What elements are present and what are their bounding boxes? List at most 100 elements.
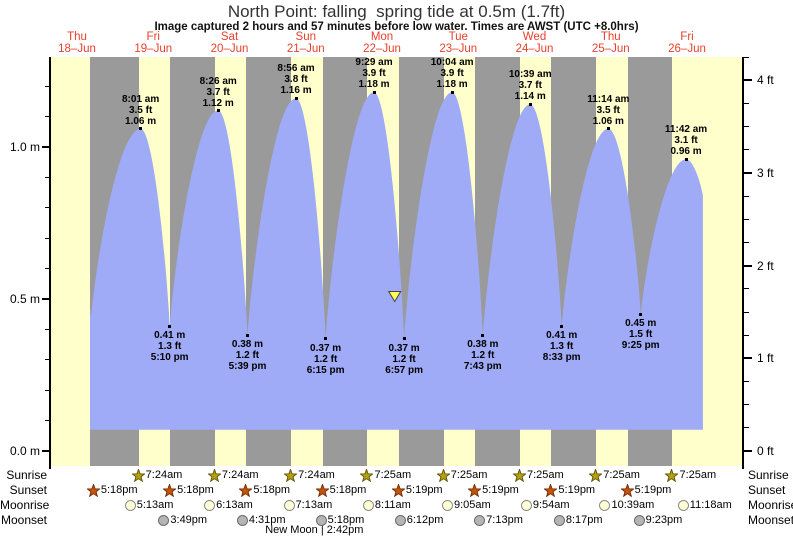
day-date: 23–Jun (439, 42, 478, 55)
tide-point-dot (684, 157, 688, 161)
moonset-time: 7:13pm (486, 514, 523, 526)
sunrise-icon (512, 468, 526, 482)
sunset-time: 5:18pm (100, 484, 138, 496)
sunset-time: 5:19pm (405, 484, 443, 496)
tide-point-dot (168, 324, 172, 328)
axis-tick-ft-minor (744, 56, 749, 58)
sunset-entry: 5:19pm (620, 483, 671, 497)
tide-point-dot (216, 109, 220, 113)
moonset-icon (236, 514, 248, 526)
moonset-icon (553, 514, 565, 526)
sunset-icon (86, 483, 100, 497)
moonrise-icon (599, 499, 611, 511)
day-label: Tue 23–Jun (420, 31, 496, 55)
day-date: 26–Jun (668, 42, 706, 55)
day-label: Wed 24–Jun (496, 31, 572, 55)
axis-tick-m-minor (45, 359, 50, 361)
tide-point-dot (139, 127, 143, 131)
axis-tick-ft-major (744, 450, 752, 452)
axis-tick-ft-minor (744, 218, 749, 220)
page-title: North Point: falling spring tide at 0.5m… (227, 2, 566, 21)
moonrise-time: 9:05am (454, 499, 491, 511)
axis-tick-ft-minor (744, 311, 749, 313)
day-name: Mon (370, 31, 394, 43)
high-tide-annotation: 10:39 am 3.7 ft 1.14 m (508, 69, 552, 103)
low-tide-annotation: 0.38 m 1.2 ft 5:39 pm (228, 339, 267, 373)
day-date: 22–Jun (363, 42, 401, 55)
axis-tick-ft-major (744, 264, 752, 267)
axis-tick-ft-minor (744, 195, 749, 197)
sunrise-time: 7:25am (526, 469, 564, 481)
sunrise-time: 7:24am (221, 469, 259, 481)
axis-tick-ft-minor (744, 103, 749, 105)
moonrise-entry: 9:05am (442, 498, 491, 512)
moonset-entry: 4:31pm (236, 513, 286, 527)
sunrise-icon (131, 468, 145, 482)
moonrise-entry: 8:11am (362, 498, 411, 512)
axis-label-m: 0.5 m (9, 292, 40, 306)
sunset-entry: 5:18pm (86, 483, 138, 497)
high-tide-annotation: 8:26 am 3.7 ft 1.12 m (199, 75, 237, 109)
sunset-icon (163, 483, 177, 497)
sunset-time: 5:19pm (558, 484, 596, 496)
moonset-entry: 7:13pm (474, 513, 523, 527)
high-tide-annotation: 10:04 am 3.9 ft 1.18 m (430, 57, 474, 91)
moonrise-icon (520, 499, 532, 511)
day-label: Mon 22–Jun (344, 31, 420, 55)
sunset-entry: 5:18pm (315, 483, 366, 497)
day-name: Sat (220, 31, 239, 43)
moonset-icon (315, 514, 327, 526)
axis-tick-m-minor (45, 420, 50, 422)
tide-point-dot (560, 324, 564, 328)
day-name: Sun (295, 31, 316, 43)
axis-label-ft: 1 ft (757, 351, 774, 366)
axis-tick-m-minor (45, 268, 50, 270)
y-axis-left (49, 57, 51, 469)
night-band (398, 57, 444, 466)
almanac-row-label-left: Moonset (0, 513, 47, 527)
day-name: Fri (680, 31, 694, 43)
tide-point-dot (450, 90, 454, 94)
moonset-time: 8:17pm (565, 514, 603, 526)
sunrise-entry: 7:24am (131, 468, 182, 482)
sunset-icon (544, 483, 558, 497)
moonrise-entry: 9:54am (520, 498, 570, 512)
moonset-time: 4:31pm (248, 514, 286, 526)
sunset-icon (468, 483, 482, 497)
day-label: Sun 21–Jun (268, 31, 344, 55)
axis-tick-m-minor (45, 176, 50, 178)
moonrise-entry: 6:13am (204, 498, 253, 512)
high-tide-annotation: 11:14 am 3.5 ft 1.06 m (587, 93, 630, 127)
high-tide-annotation: 8:01 am 3.5 ft 1.06 m (121, 93, 160, 127)
moonrise-time: 9:54am (532, 499, 570, 511)
axis-tick-ft-minor (744, 404, 749, 406)
day-date: 20–Jun (210, 42, 249, 55)
moonrise-entry: 5:13am (124, 498, 173, 512)
moonset-entry: 9:23pm (633, 513, 682, 527)
sunrise-entry: 7:25am (665, 468, 716, 482)
axis-tick-ft-major (744, 172, 752, 175)
axis-label-ft: 2 ft (757, 258, 774, 273)
sunrise-icon (436, 468, 450, 482)
night-band (246, 57, 292, 466)
day-name: Fri (146, 31, 160, 43)
moonrise-time: 11:18am (689, 499, 732, 511)
sunrise-icon (360, 468, 374, 482)
moonset-entry: 5:18pm (315, 513, 364, 527)
axis-tick-ft-minor (744, 149, 749, 151)
axis-tick-ft-major (744, 79, 752, 82)
tide-point-dot (606, 127, 610, 131)
axis-label-m: 1.0 m (9, 140, 40, 154)
moonrise-icon (362, 499, 374, 511)
almanac-row-label-right: Sunrise (748, 468, 789, 482)
day-label: Sat 20–Jun (191, 31, 267, 55)
low-tide-annotation: 0.41 m 1.3 ft 5:10 pm (150, 330, 189, 364)
tide-point-dot (639, 312, 643, 316)
sunrise-time: 7:25am (679, 469, 717, 481)
sunrise-entry: 7:25am (589, 468, 640, 482)
sunset-entry: 5:18pm (239, 483, 290, 497)
axis-tick-ft-minor (744, 288, 749, 290)
moonrise-entry: 7:13am (283, 498, 332, 512)
tide-point-dot (372, 90, 376, 94)
sunset-time: 5:19pm (482, 484, 519, 496)
